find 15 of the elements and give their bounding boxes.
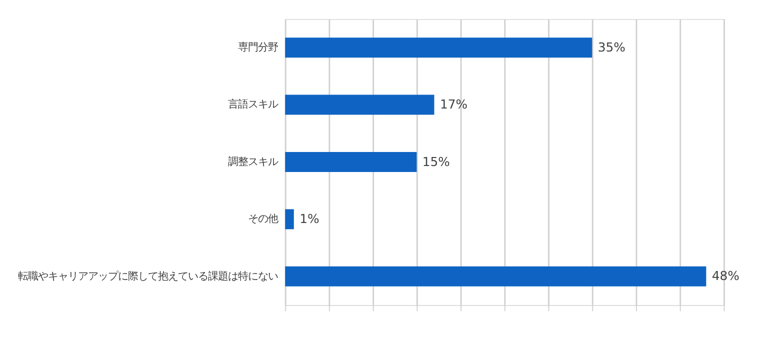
bar xyxy=(285,94,434,115)
data-label: 35% xyxy=(598,39,626,54)
y-tick-label: 専門分野 xyxy=(238,41,278,54)
data-label: 15% xyxy=(422,154,450,169)
bar xyxy=(285,152,417,172)
data-label: 1% xyxy=(300,211,320,226)
y-tick-label: その他 xyxy=(248,213,278,226)
y-tick-label: 調整スキル xyxy=(228,156,278,168)
bar xyxy=(285,209,294,230)
y-tick-label: 言語スキル xyxy=(228,98,278,111)
bar xyxy=(285,38,592,58)
data-label: 17% xyxy=(440,96,468,112)
bar xyxy=(285,266,706,286)
data-label: 48% xyxy=(712,268,740,284)
y-tick-label: 転職やキャリアアップに際して抱えている課題は特にない xyxy=(18,270,278,282)
